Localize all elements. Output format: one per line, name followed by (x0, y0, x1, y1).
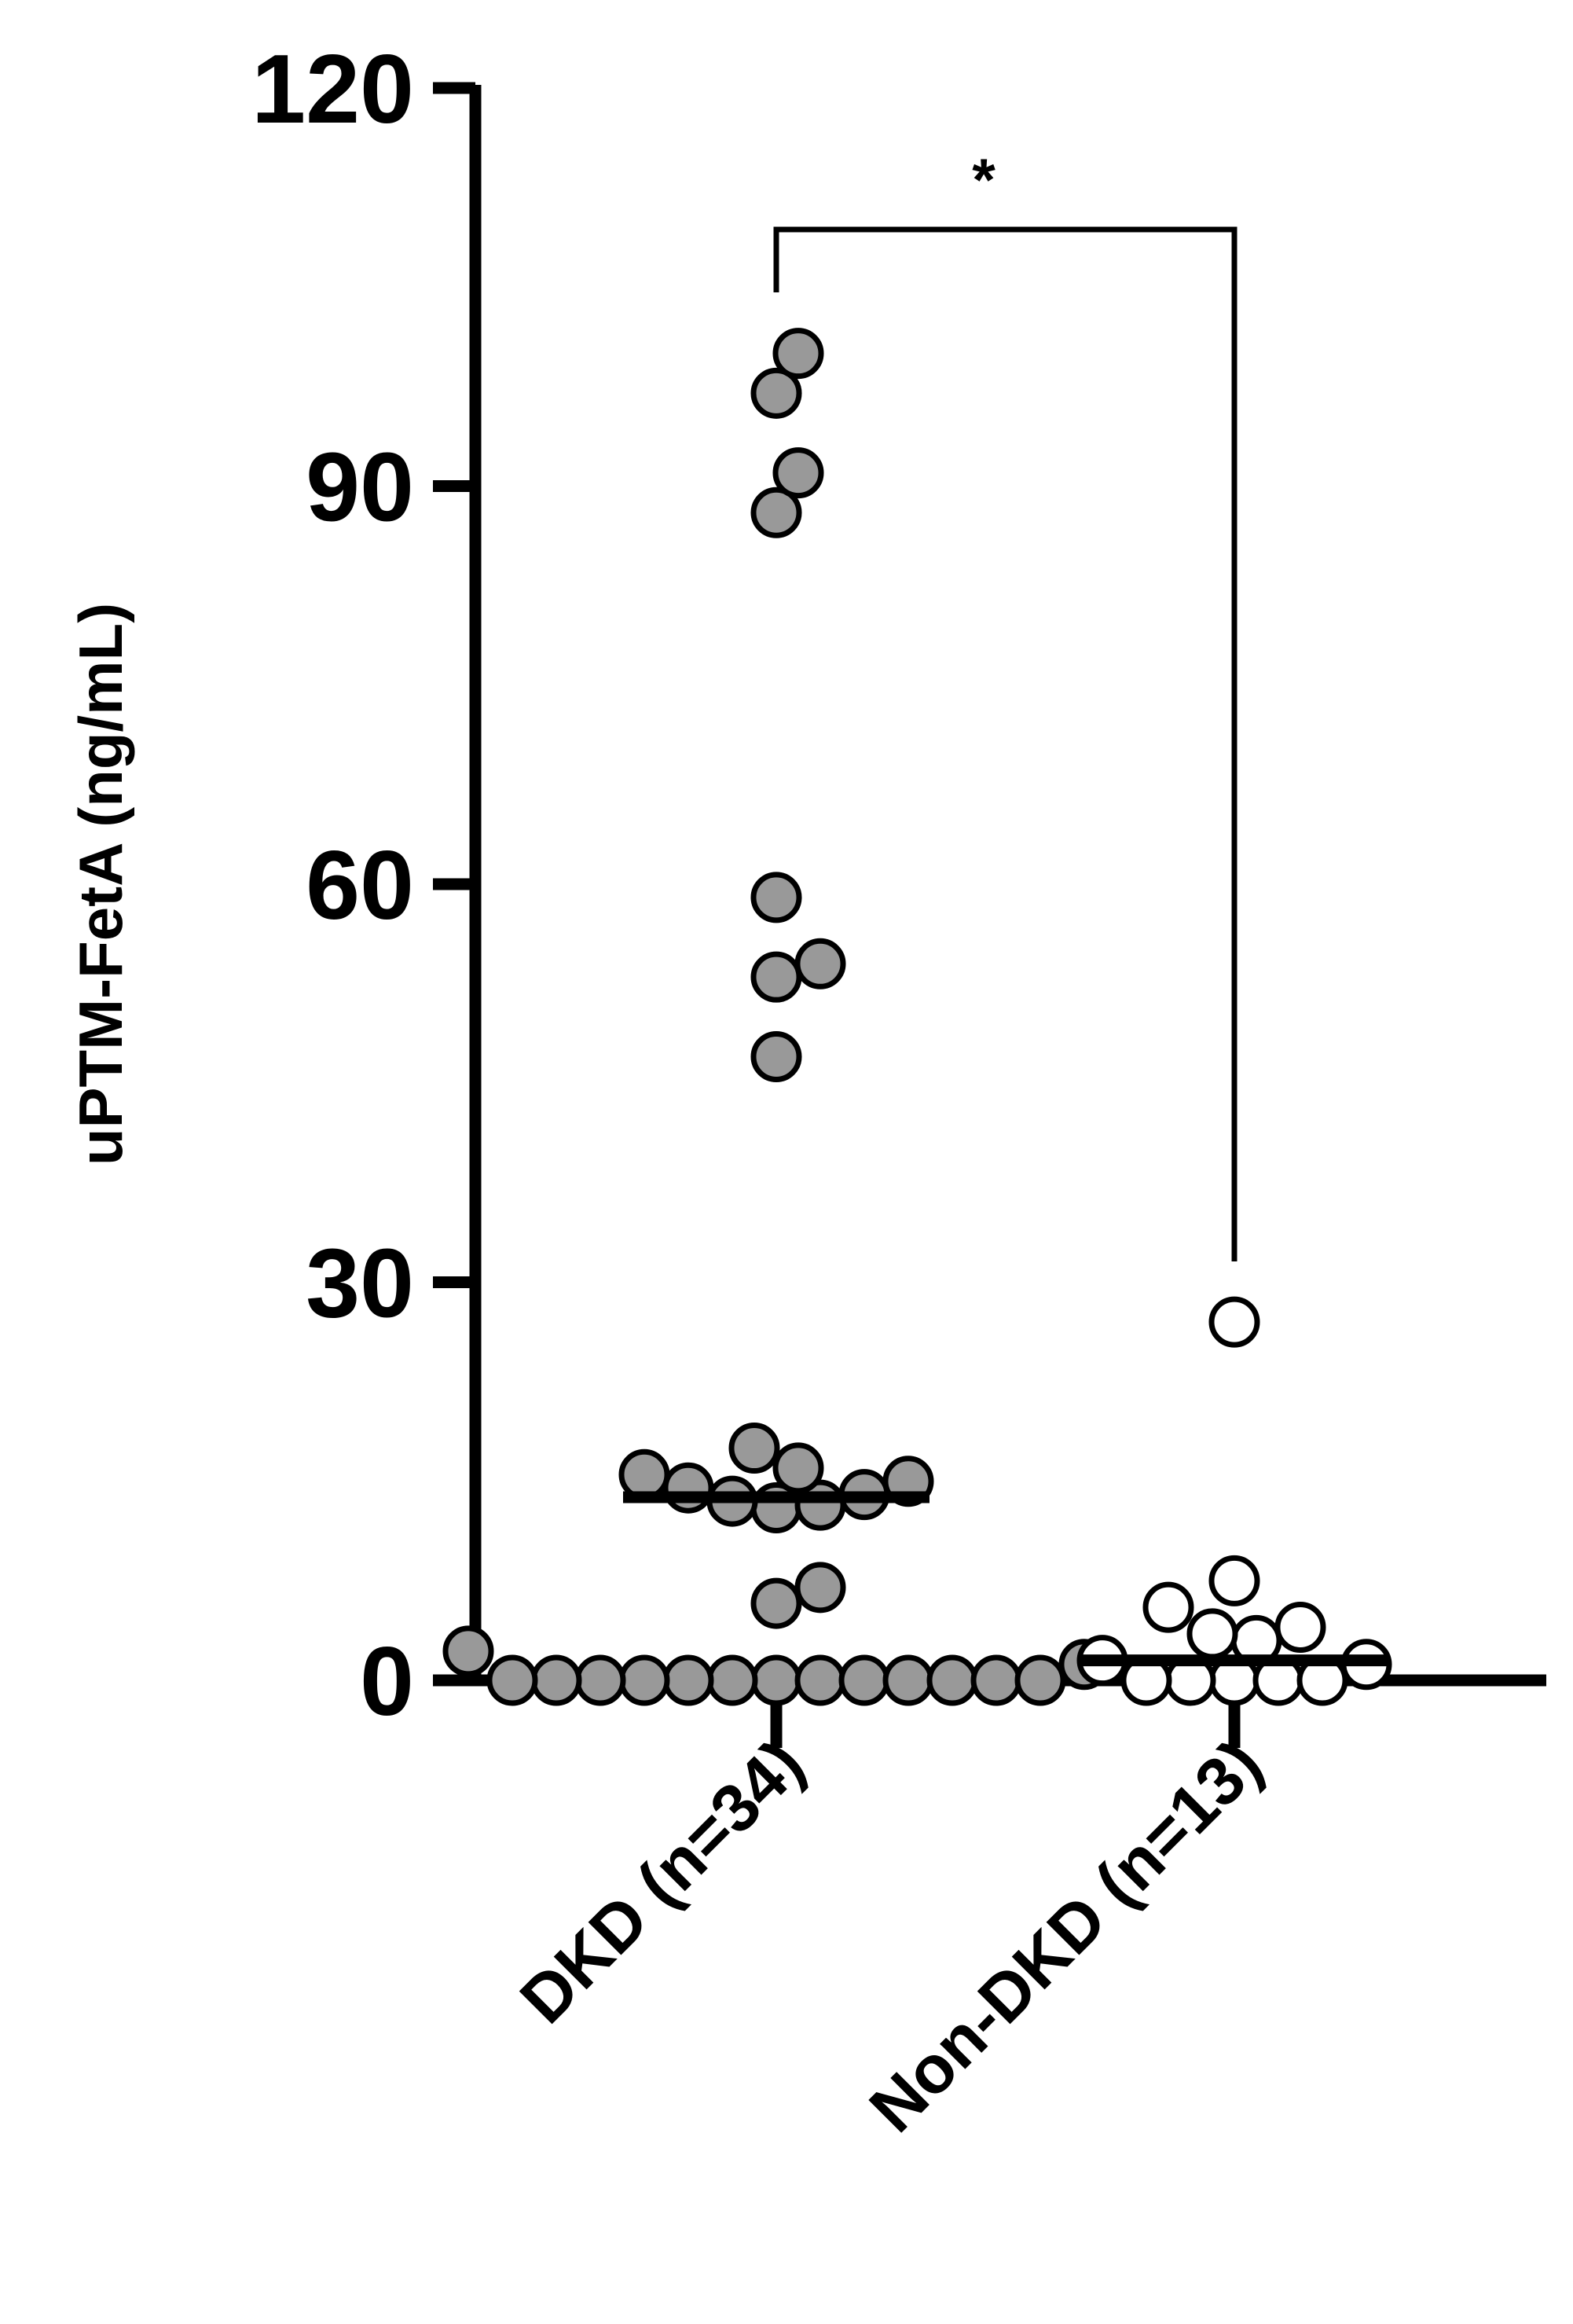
dkd-point (794, 1562, 846, 1614)
y-tick-label: 0 (360, 1628, 414, 1736)
dkd-point (618, 1654, 670, 1706)
dkd-point (486, 1654, 538, 1706)
dkd-point (926, 1654, 978, 1706)
y-tick-label: 90 (306, 434, 414, 542)
y-tick-label: 30 (306, 1230, 414, 1338)
dkd-point (618, 1448, 670, 1500)
non-dkd-point (1142, 1581, 1194, 1633)
dkd-point (794, 1654, 846, 1706)
dkd-point (750, 486, 802, 538)
dkd-point (750, 951, 802, 1003)
dkd-point (1014, 1654, 1066, 1706)
dkd-point (728, 1423, 780, 1474)
bracket-line (773, 226, 1238, 1261)
dkd-point (772, 328, 824, 380)
dkd-point (882, 1654, 934, 1706)
dkd-point (772, 1442, 824, 1494)
category-labels: DKD (n=34) Non-DKD (n=13) (506, 1726, 1276, 2147)
y-tick-label: 60 (306, 832, 414, 940)
dkd-point (750, 1577, 802, 1629)
dkd-point (838, 1654, 890, 1706)
dkd-point (442, 1625, 494, 1677)
category-label: DKD (n=34) (506, 1726, 818, 2038)
dkd-point (750, 367, 802, 419)
dkd-point (662, 1462, 714, 1514)
median-lines (623, 1491, 1388, 1667)
dkd-point (750, 1654, 802, 1706)
dkd-point (794, 938, 846, 989)
dkd-point (662, 1654, 714, 1706)
dkd-point (970, 1654, 1022, 1706)
dkd-point (750, 872, 802, 923)
non-dkd-point (1186, 1608, 1238, 1660)
dkd-point (750, 1030, 802, 1082)
non-dkd-point (1274, 1601, 1326, 1653)
dkd-point (706, 1654, 758, 1706)
dkd-point (530, 1654, 582, 1706)
dkd-point (772, 447, 824, 499)
non-dkd-point (1208, 1555, 1260, 1606)
y-axis-ticks: 0 30 60 90 120 (251, 35, 475, 1736)
non-dkd-point (1208, 1296, 1260, 1348)
significance-bracket (773, 226, 1238, 1261)
dkd-point (574, 1654, 626, 1706)
y-tick-label: 120 (251, 35, 414, 144)
y-axis-title: uPTM-FetA (ng/mL) (66, 603, 135, 1166)
significance-label: * (972, 147, 996, 214)
category-label: Non-DKD (n=13) (856, 1726, 1277, 2147)
